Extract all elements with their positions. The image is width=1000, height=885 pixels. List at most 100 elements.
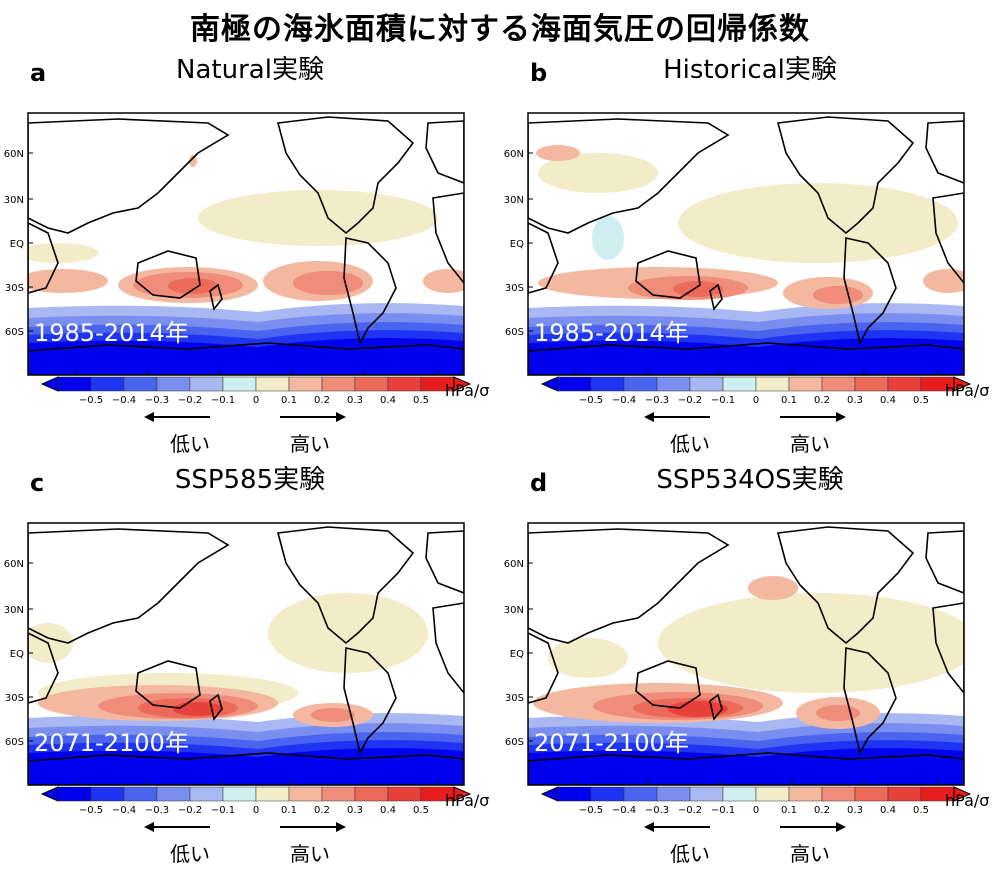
panel-b: bHistorical実験60N30NEQ30S60S60E120E180120…	[500, 55, 1000, 475]
colorbar-tick: 0.1	[281, 805, 297, 816]
colorbar-tick: 0.5	[913, 805, 929, 816]
colorbar-tick: −0.1	[711, 805, 735, 816]
regression-contour	[173, 702, 223, 716]
map-plot: 60N30NEQ30S60S60E120E180120W60W0	[4, 522, 465, 802]
negative-band	[528, 748, 964, 785]
coastline	[932, 192, 964, 285]
coastline	[635, 250, 701, 299]
colorbar-segment	[354, 376, 389, 392]
colorbar-tick: 0	[253, 395, 259, 406]
lat-tick-label: 30S	[505, 693, 524, 704]
colorbar-tick: −0.3	[645, 805, 669, 816]
colorbar-tick: −0.1	[211, 395, 235, 406]
coastline	[528, 342, 964, 375]
colorbar-unit: hPa/σ	[945, 791, 990, 810]
coastline	[709, 283, 723, 311]
low-label: 低い	[670, 842, 710, 866]
coastline	[528, 752, 964, 785]
colorbar-tick: −0.3	[145, 805, 169, 816]
colorbar-tick: 0.4	[380, 395, 396, 406]
regression-contour	[668, 701, 728, 717]
colorbar-segment	[123, 376, 158, 392]
regression-contour	[816, 705, 860, 721]
colorbar-tick: 0.2	[314, 395, 330, 406]
colorbar-segment	[57, 376, 92, 392]
coastline	[425, 530, 464, 594]
colorbar-tick: −0.4	[112, 395, 136, 406]
colorbar-tick: 0.3	[347, 395, 363, 406]
regression-contour	[536, 145, 580, 161]
colorbar-tick: 0.5	[413, 395, 429, 406]
colorbar-segment	[354, 786, 389, 802]
colorbar-tick: 0	[753, 805, 759, 816]
coastline	[28, 528, 230, 644]
panel-title: Historical実験	[663, 55, 837, 85]
lat-tick-label: 30N	[504, 605, 524, 616]
colorbar-segment	[887, 786, 922, 802]
colorbar-tick: −0.4	[112, 805, 136, 816]
coastline	[209, 283, 223, 311]
colorbar-tick: 0.2	[814, 805, 830, 816]
coastline	[635, 660, 701, 709]
colorbar-segment	[156, 786, 191, 802]
regression-contour	[293, 271, 363, 295]
panel-a: aNatural実験60N30NEQ30S60S60E120E180120W60…	[0, 55, 500, 475]
lat-tick-label: EQ	[10, 649, 24, 660]
colorbar-segment	[255, 376, 290, 392]
regression-contour	[538, 153, 658, 193]
period-label: 1985-2014年	[34, 319, 189, 347]
colorbar-tick: 0.4	[380, 805, 396, 816]
coastline	[209, 693, 223, 721]
colorbar-segment	[656, 376, 691, 392]
colorbar-segment	[887, 376, 922, 392]
colorbar-segment	[854, 376, 889, 392]
coastline	[432, 192, 464, 285]
colorbar-tick: −0.1	[711, 395, 735, 406]
coastline	[28, 222, 59, 294]
colorbar-tick: 0.1	[781, 395, 797, 406]
colorbar-segment	[788, 376, 823, 392]
negative-band	[28, 338, 464, 375]
colorbar-tick: −0.3	[145, 395, 169, 406]
colorbar-segment	[623, 376, 658, 392]
coastline	[925, 120, 964, 184]
lat-tick-label: EQ	[510, 649, 524, 660]
colorbar-segment	[821, 376, 856, 392]
colorbar-tick: −0.5	[79, 395, 103, 406]
panel-letter: c	[30, 469, 45, 497]
colorbar-segment	[288, 786, 323, 802]
colorbar-segment	[590, 376, 625, 392]
direction-arrows: 低い 高い	[644, 412, 846, 456]
colorbar-tick: −0.1	[211, 805, 235, 816]
period-label: 2071-2100年	[34, 729, 189, 757]
low-label: 低い	[170, 432, 210, 456]
colorbar-unit: hPa/σ	[945, 381, 990, 400]
colorbar-segment	[656, 786, 691, 802]
colorbar-segment	[854, 786, 889, 802]
coastline	[528, 528, 730, 644]
coastline	[28, 632, 59, 704]
lat-tick-label: 60N	[4, 149, 24, 160]
regression-contour	[311, 708, 355, 722]
colorbar-tick: 0.4	[880, 395, 896, 406]
colorbar-segment	[189, 376, 224, 392]
colorbar-segment	[557, 376, 592, 392]
colorbar-segment	[90, 376, 125, 392]
coastline	[528, 222, 559, 294]
lat-tick-label: 30N	[4, 195, 24, 206]
colorbar-tick: 0.3	[847, 395, 863, 406]
colorbar-unit: hPa/σ	[445, 791, 490, 810]
regression-contour	[658, 593, 964, 693]
coastline	[135, 660, 201, 709]
colorbar-segment	[222, 786, 257, 802]
panel-title: Natural実験	[176, 55, 324, 85]
regression-contour	[28, 243, 98, 263]
colorbar-segment	[689, 376, 724, 392]
colorbar: −0.5 −0.4 −0.3 −0.2 −0.1 0 0.1 0.2 0.3 0.4 0.5	[40, 786, 472, 816]
lat-tick-label: 30N	[4, 605, 24, 616]
colorbar-segment	[722, 376, 757, 392]
lat-tick-label: 30S	[505, 283, 524, 294]
regression-contour	[678, 183, 958, 263]
lat-tick-label: 60S	[505, 737, 524, 748]
colorbar-segment	[156, 376, 191, 392]
